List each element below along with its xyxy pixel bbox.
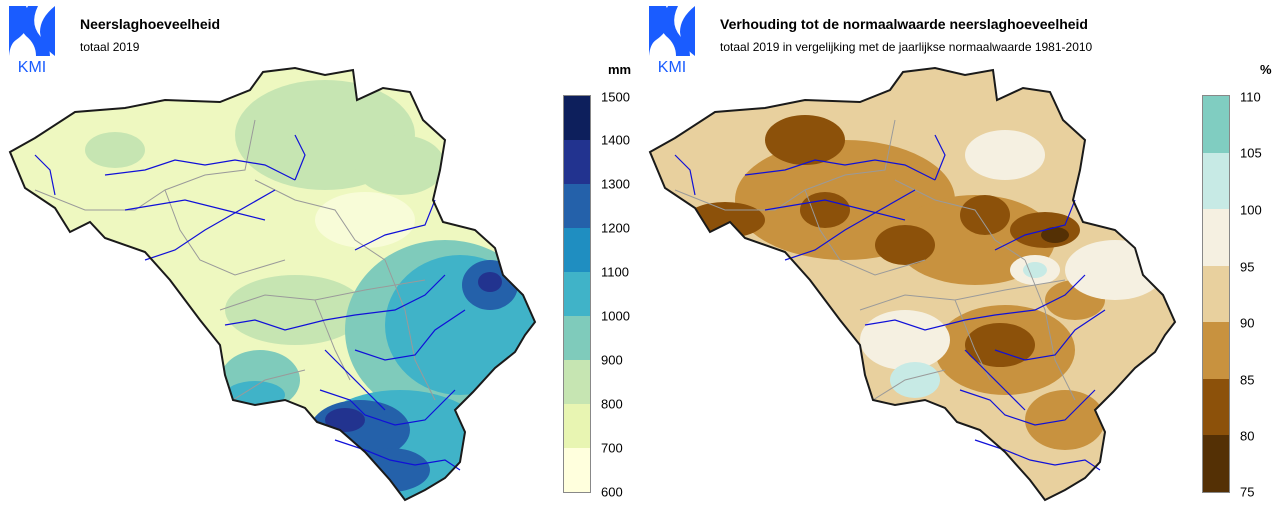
map-title: Verhouding tot de normaalwaarde neerslag… — [720, 16, 1088, 32]
map-subtitle: totaal 2019 — [80, 40, 140, 54]
legend-tick: 75 — [1240, 484, 1255, 500]
legend-tick: 1200 — [601, 220, 630, 236]
legend-unit: mm — [608, 62, 632, 77]
precipitation-map — [5, 60, 540, 510]
legend-tick: 1100 — [601, 264, 629, 280]
kmi-logo: KMI — [6, 4, 58, 74]
legend-tick: 700 — [601, 440, 623, 456]
legend-tick: 85 — [1240, 372, 1255, 388]
legend-tick: 1500 — [601, 89, 630, 105]
legend-tick: 1300 — [601, 176, 630, 192]
legend-tick: 1400 — [601, 132, 630, 148]
kmi-logo: KMI — [646, 4, 698, 74]
precipitation-legend — [563, 95, 591, 493]
legend-tick: 80 — [1240, 428, 1255, 444]
legend-tick: 90 — [1240, 315, 1255, 331]
legend-tick: 95 — [1240, 259, 1255, 275]
legend-tick: 100 — [1240, 202, 1262, 218]
legend-tick: 600 — [601, 484, 623, 500]
legend-tick: 1000 — [601, 308, 630, 324]
map-subtitle: totaal 2019 in vergelijking met de jaarl… — [720, 40, 1093, 54]
precipitation-ratio-map — [645, 60, 1180, 510]
legend-tick: 800 — [601, 396, 623, 412]
precipitation-total-panel: KMI Neerslaghoeveelheid totaal 2019 mm — [0, 0, 640, 507]
legend-unit: % — [1260, 62, 1272, 77]
legend-tick: 110 — [1240, 89, 1261, 105]
kmi-logo-text: KMI — [18, 59, 46, 74]
precipitation-ratio-panel: KMI Verhouding tot de normaalwaarde neer… — [640, 0, 1280, 507]
kmi-logo-text: KMI — [658, 59, 686, 74]
map-title: Neerslaghoeveelheid — [80, 16, 221, 32]
ratio-legend — [1202, 95, 1230, 493]
legend-tick: 105 — [1240, 145, 1262, 161]
legend-tick: 900 — [601, 352, 623, 368]
